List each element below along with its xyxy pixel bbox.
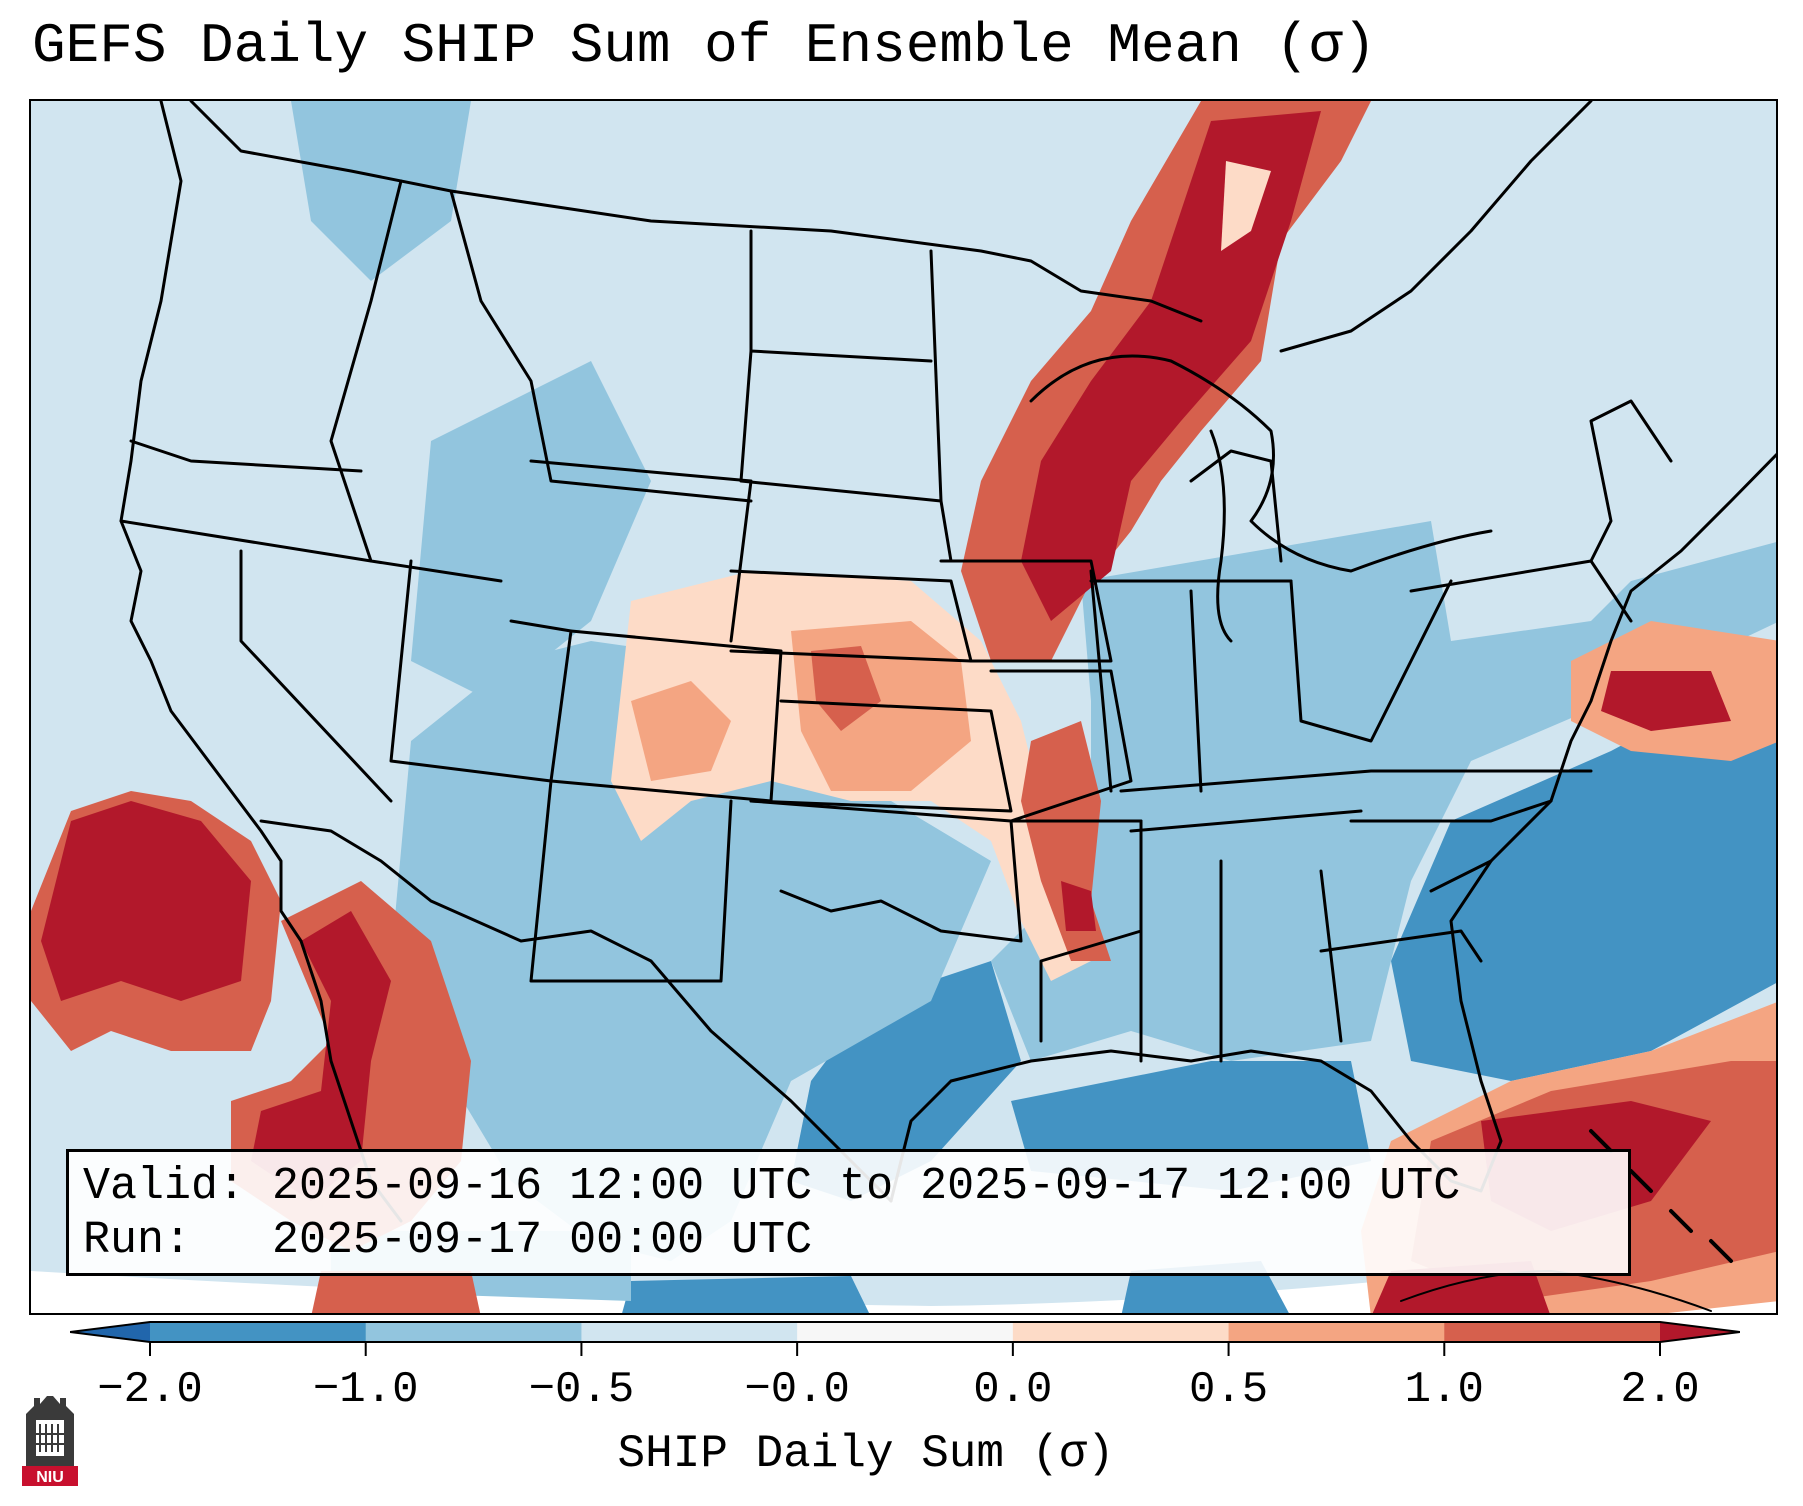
colorbar-tick-label: −0.5 (528, 1365, 635, 1415)
colorbar-tick-label: −2.0 (97, 1365, 203, 1415)
out-of-domain-area (31, 1231, 1776, 1313)
gulf-coastline (889, 452, 1776, 1203)
colorbar-tick-label: 2.0 (1620, 1365, 1700, 1415)
state-line-missouri (989, 669, 1133, 823)
state-line-carolinas (1349, 799, 1553, 893)
state-line-montana (449, 189, 753, 503)
state-line-ohio-wv (1289, 579, 1453, 743)
state-line-georgia-florida (1319, 929, 1483, 963)
rockies-negative-area (411, 361, 651, 701)
pacific-nw-negative-area (291, 101, 471, 281)
state-line-idaho (329, 179, 503, 583)
state-line-colorado (549, 629, 783, 803)
great-lakes-core-area (1021, 111, 1321, 621)
great-lakes-light-area (1221, 161, 1271, 251)
bahamas-islands (1589, 1129, 1733, 1263)
colorbar-tick-label: 0.0 (973, 1365, 1053, 1415)
colorbar-segment (1228, 1322, 1445, 1342)
state-line-mississippi-alabama (1139, 819, 1343, 1063)
state-line-northeast (1409, 399, 1673, 623)
colorbar-tick-label: −0.0 (744, 1365, 850, 1415)
niu-logo: NIU (22, 1396, 78, 1486)
canada-us-border-east (1279, 101, 1593, 353)
colorbar-segment (581, 1322, 798, 1342)
texas-coast-negative-area (791, 961, 1021, 1201)
state-line-ca-nv (239, 549, 393, 803)
eastern-pacific-core-area (41, 801, 251, 1001)
run-time-text: Run: 2025-09-17 00:00 UTC (83, 1215, 813, 1266)
colorbar-segment (150, 1322, 367, 1342)
pacific-coastline (119, 101, 403, 1223)
niu-logo-text: NIU (36, 1469, 64, 1486)
mexico-us-border (259, 819, 893, 1203)
mexico-south-positive-area (311, 1271, 481, 1313)
colorbar-segment (365, 1322, 582, 1342)
map-panel[interactable] (29, 99, 1778, 1315)
colorbar-segment (1012, 1322, 1230, 1342)
state-line-tennessee-kentucky (1119, 769, 1593, 833)
state-line-nebraska-kansas (729, 569, 1013, 813)
state-line-dakotas (739, 229, 953, 563)
state-line-or-ca-nv (119, 519, 373, 563)
baja-core-area (251, 911, 391, 1201)
boundaries (119, 101, 1776, 1312)
colorado-positive-area (631, 681, 731, 781)
colorbar (70, 1321, 1740, 1356)
state-line-minnesota-iowa (929, 249, 1113, 663)
colorbar-under-extension (70, 1322, 150, 1342)
east-us-negative-area (991, 521, 1776, 1061)
arkansas-core-area (1061, 881, 1096, 931)
western-atlantic-core-area (1601, 671, 1731, 731)
valid-time-text: Valid: 2025-09-16 12:00 UTC to 2025-09-1… (83, 1161, 1461, 1212)
central-plains-core-area (811, 646, 881, 731)
state-line-michigan (1189, 449, 1283, 563)
mexico-south-negative-area (622, 1276, 870, 1313)
colorbar-tick-label: 1.0 (1404, 1365, 1484, 1415)
colorbar-ticks (149, 1342, 1661, 1356)
state-line-illinois-indiana (1089, 569, 1293, 793)
colorbar-over-extension (1660, 1322, 1740, 1342)
state-line-az-nm (529, 779, 733, 983)
colorbar-tick-label: −1.0 (312, 1365, 419, 1415)
colorbar-segments (70, 1321, 1740, 1343)
colorbar-label: SHIP Daily Sum (σ) (617, 1428, 1115, 1480)
canada-us-border (189, 101, 1203, 323)
colorbar-segment (797, 1322, 1014, 1342)
colorbar-segment (1444, 1322, 1661, 1342)
ship-anomaly-map (31, 101, 1776, 1313)
atlantic-negative-area (1391, 663, 1776, 1081)
colorbar-tick-label: 0.5 (1188, 1365, 1269, 1415)
state-line-wa-or (129, 439, 363, 473)
valid-run-info-box: Valid: 2025-09-16 12:00 UTC to 2025-09-1… (66, 1149, 1631, 1276)
page-title: GEFS Daily SHIP Sum of Ensemble Mean (σ) (32, 14, 1377, 78)
